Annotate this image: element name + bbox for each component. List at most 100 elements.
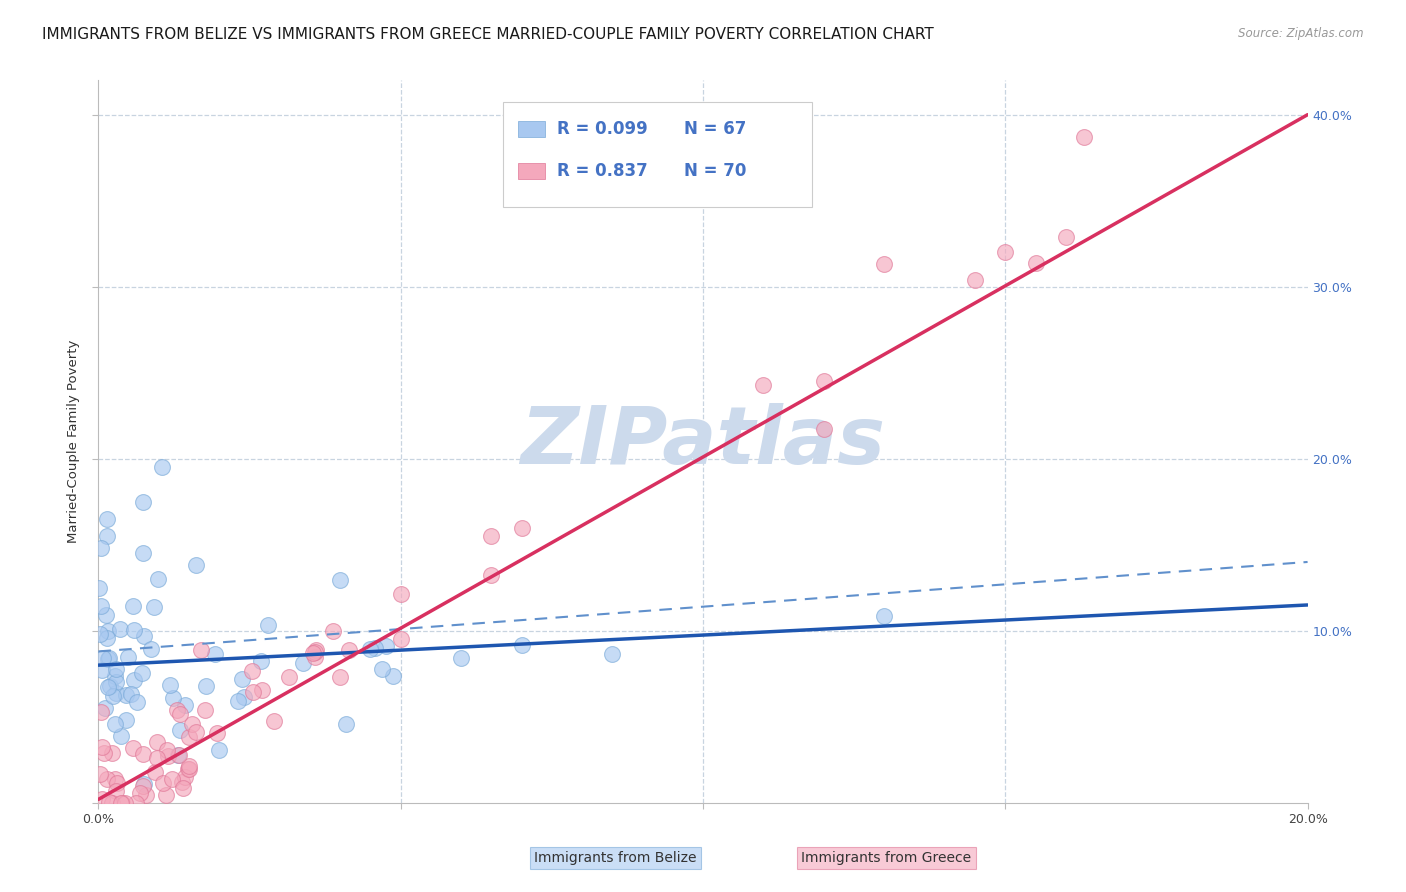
- Point: [194, 703, 217, 717]
- Point: [96, 512, 118, 526]
- FancyBboxPatch shape: [517, 121, 544, 137]
- Point: [132, 780, 155, 794]
- Point: [179, 762, 201, 776]
- Point: [172, 780, 194, 795]
- Point: [104, 772, 127, 786]
- Point: [965, 273, 987, 287]
- Point: [90, 663, 112, 677]
- Point: [96, 529, 118, 543]
- Text: R = 0.837: R = 0.837: [557, 161, 647, 179]
- Point: [152, 776, 174, 790]
- Point: [104, 717, 127, 731]
- Point: [104, 686, 127, 700]
- Point: [89, 581, 111, 595]
- Point: [481, 567, 503, 582]
- Point: [93, 746, 115, 760]
- Point: [813, 422, 835, 436]
- Point: [205, 726, 228, 740]
- Point: [93, 701, 115, 715]
- Point: [994, 245, 1017, 260]
- Point: [124, 673, 146, 687]
- Point: [233, 690, 256, 705]
- Point: [337, 643, 360, 657]
- Point: [292, 656, 315, 670]
- Point: [174, 770, 197, 784]
- Point: [1073, 130, 1095, 145]
- Point: [335, 717, 357, 731]
- Point: [97, 652, 120, 666]
- Point: [105, 662, 128, 676]
- Point: [115, 688, 138, 702]
- Point: [114, 713, 136, 727]
- Text: Immigrants from Greece: Immigrants from Greece: [801, 851, 972, 865]
- Point: [177, 762, 200, 776]
- Point: [129, 786, 152, 800]
- Point: [250, 655, 273, 669]
- Point: [360, 641, 382, 656]
- Point: [813, 375, 835, 389]
- Point: [96, 772, 118, 786]
- Point: [364, 641, 387, 656]
- Point: [156, 742, 179, 756]
- Point: [873, 609, 896, 624]
- Point: [226, 694, 249, 708]
- Point: [1024, 255, 1046, 269]
- Point: [305, 642, 328, 657]
- Point: [169, 706, 191, 721]
- Point: [122, 599, 145, 613]
- Point: [122, 624, 145, 638]
- Point: [146, 735, 169, 749]
- Point: [1054, 230, 1077, 244]
- Point: [873, 257, 896, 271]
- Point: [322, 624, 344, 638]
- Text: Immigrants from Belize: Immigrants from Belize: [534, 851, 697, 865]
- Point: [510, 520, 533, 534]
- Point: [91, 739, 114, 754]
- Point: [263, 714, 285, 728]
- Point: [510, 638, 533, 652]
- Point: [101, 689, 124, 703]
- Point: [131, 666, 153, 681]
- Point: [90, 541, 112, 556]
- Point: [250, 683, 273, 698]
- Point: [181, 717, 204, 731]
- Point: [159, 678, 181, 692]
- Point: [329, 670, 352, 684]
- Point: [190, 643, 212, 657]
- Point: [97, 624, 120, 639]
- Point: [111, 796, 134, 810]
- Point: [104, 675, 127, 690]
- Point: [98, 680, 121, 694]
- Point: [208, 743, 231, 757]
- Point: [329, 574, 352, 588]
- Point: [184, 558, 207, 573]
- Point: [167, 748, 190, 763]
- Point: [105, 776, 128, 790]
- Point: [101, 747, 124, 761]
- Point: [125, 695, 148, 709]
- Point: [166, 703, 188, 717]
- Point: [146, 572, 169, 586]
- Text: ZIPatlas: ZIPatlas: [520, 402, 886, 481]
- Point: [104, 669, 127, 683]
- Point: [150, 460, 173, 475]
- Point: [110, 796, 132, 810]
- FancyBboxPatch shape: [503, 102, 811, 207]
- Point: [169, 748, 191, 763]
- Point: [257, 618, 280, 632]
- Point: [186, 724, 208, 739]
- Point: [134, 630, 156, 644]
- Point: [94, 608, 117, 623]
- Point: [160, 772, 183, 786]
- Point: [162, 690, 184, 705]
- Point: [114, 796, 136, 810]
- Point: [132, 777, 155, 791]
- Point: [204, 647, 226, 661]
- Text: N = 67: N = 67: [683, 120, 747, 138]
- Point: [179, 730, 201, 744]
- Point: [450, 651, 472, 665]
- Y-axis label: Married-Couple Family Poverty: Married-Couple Family Poverty: [66, 340, 80, 543]
- Point: [179, 759, 201, 773]
- Point: [139, 642, 162, 657]
- Point: [302, 646, 325, 660]
